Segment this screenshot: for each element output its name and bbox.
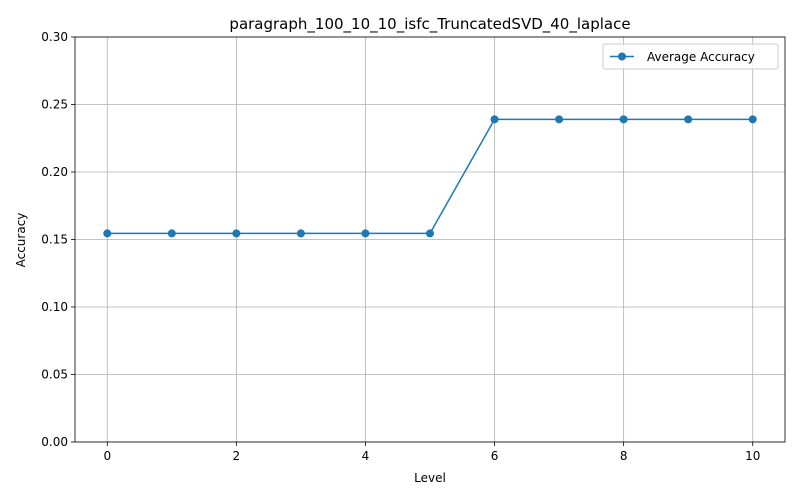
series-line <box>107 118 753 235</box>
y-tick-label: 0.25 <box>41 98 68 112</box>
data-point <box>103 229 112 238</box>
data-point <box>684 115 693 124</box>
data-point <box>232 229 241 238</box>
data-point <box>555 115 564 124</box>
y-axis-ticks: 0.00 0.05 0.10 0.15 0.20 0.25 0.30 <box>41 30 75 449</box>
y-tick-label: 0.10 <box>41 300 68 314</box>
x-tick-label: 8 <box>620 449 628 463</box>
data-point <box>619 115 628 124</box>
x-tick-label: 4 <box>362 449 370 463</box>
data-point <box>748 115 757 124</box>
chart-title: paragraph_100_10_10_isfc_TruncatedSVD_40… <box>229 15 630 34</box>
legend-box <box>602 43 779 70</box>
data-point <box>490 115 499 124</box>
y-axis-label: Accuracy <box>14 213 28 268</box>
x-tick-label: 6 <box>491 449 499 463</box>
grid <box>75 36 785 443</box>
y-tick-label: 0.00 <box>41 435 68 449</box>
series-layer <box>103 115 757 238</box>
plot-frame <box>74 36 786 443</box>
legend-label: Average Accuracy <box>647 50 755 64</box>
x-axis-ticks: 0 2 4 6 8 10 <box>103 442 760 463</box>
y-tick-label: 0.20 <box>41 165 68 179</box>
data-point <box>361 229 370 238</box>
x-tick-label: 0 <box>103 449 111 463</box>
x-axis-label: Level <box>414 471 446 485</box>
legend: Average Accuracy <box>602 43 779 70</box>
y-tick-label: 0.15 <box>41 233 68 247</box>
y-tick-label: 0.05 <box>41 368 68 382</box>
y-tick-label: 0.30 <box>41 30 68 44</box>
data-point <box>167 229 176 238</box>
x-tick-label: 2 <box>233 449 241 463</box>
data-point <box>426 229 434 238</box>
data-point <box>296 229 305 238</box>
legend-swatch-marker <box>618 52 626 61</box>
x-tick-label: 10 <box>745 449 760 463</box>
